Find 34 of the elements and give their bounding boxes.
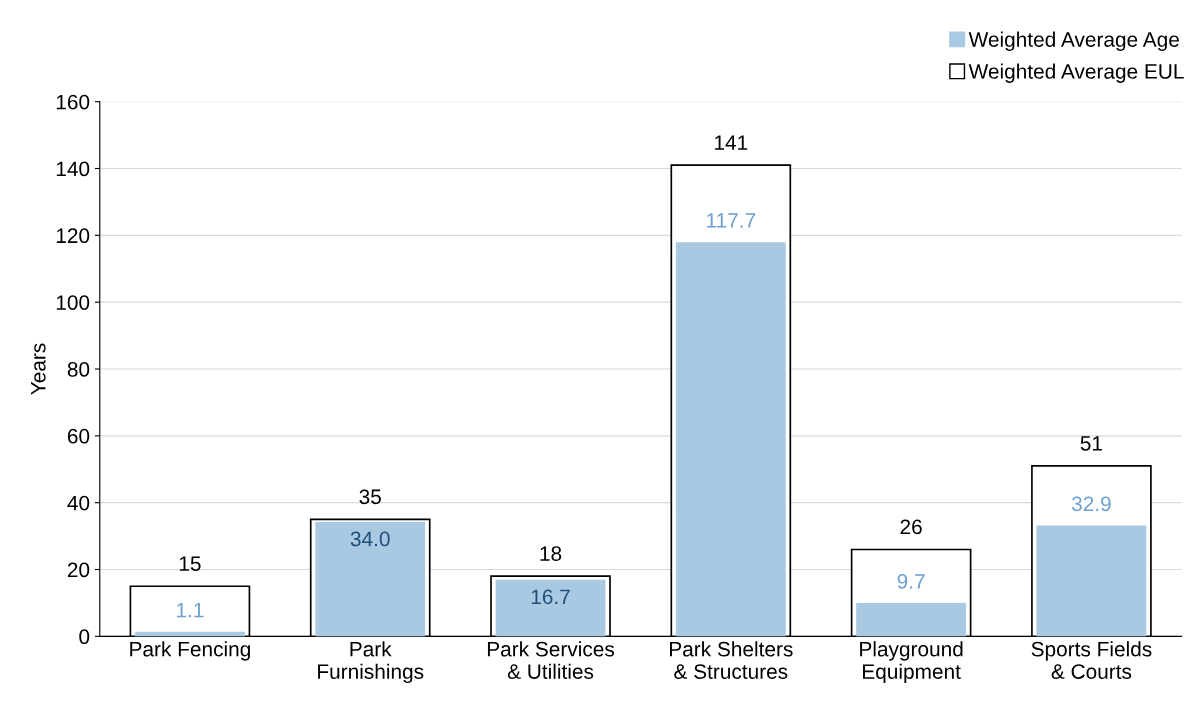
bar	[856, 603, 967, 637]
data-label: 9.7	[897, 573, 925, 589]
data-label: 15	[179, 556, 201, 571]
y-tick-label: 60	[67, 428, 90, 444]
data-label: 117.7	[707, 213, 756, 228]
data-label: 32.9	[1071, 496, 1111, 512]
x-tick-label: Park Furnishings	[318, 641, 424, 684]
data-label: 16.7	[531, 589, 570, 605]
data-label: 35	[359, 489, 381, 505]
y-tick-label: 140	[56, 161, 90, 177]
x-tick-label: Park Fencing	[130, 641, 250, 661]
y-tick-label: 160	[56, 94, 90, 110]
data-label: 18	[540, 546, 562, 561]
bar	[675, 242, 786, 637]
data-label: 1.1	[177, 602, 204, 618]
bar	[129, 585, 251, 637]
data-label: 141	[715, 135, 748, 150]
data-label: 26	[900, 519, 922, 535]
x-tick-label: Playground Equipment	[860, 641, 963, 684]
bar	[1036, 525, 1147, 637]
y-tick-label: 120	[56, 228, 90, 244]
data-label: 34.0	[350, 531, 390, 547]
y-tick-label: 100	[56, 295, 90, 310]
legend-label: Weighted Average EUL	[968, 63, 1184, 83]
y-tick-label: 0	[79, 629, 90, 645]
y-tick-label: 20	[67, 562, 90, 578]
x-tick-label: Park Services & Utilities	[487, 641, 615, 679]
y-tick-label: 80	[67, 362, 90, 377]
x-tick-label: Park Shelters & Structures	[670, 641, 793, 679]
x-tick-label: Sports Fields & Courts	[1031, 641, 1152, 679]
data-label: 51	[1080, 436, 1102, 451]
y-tick-label: 40	[67, 495, 90, 511]
legend-label: Weighted Average Age	[968, 31, 1179, 51]
y-axis-title: Years	[31, 343, 46, 395]
